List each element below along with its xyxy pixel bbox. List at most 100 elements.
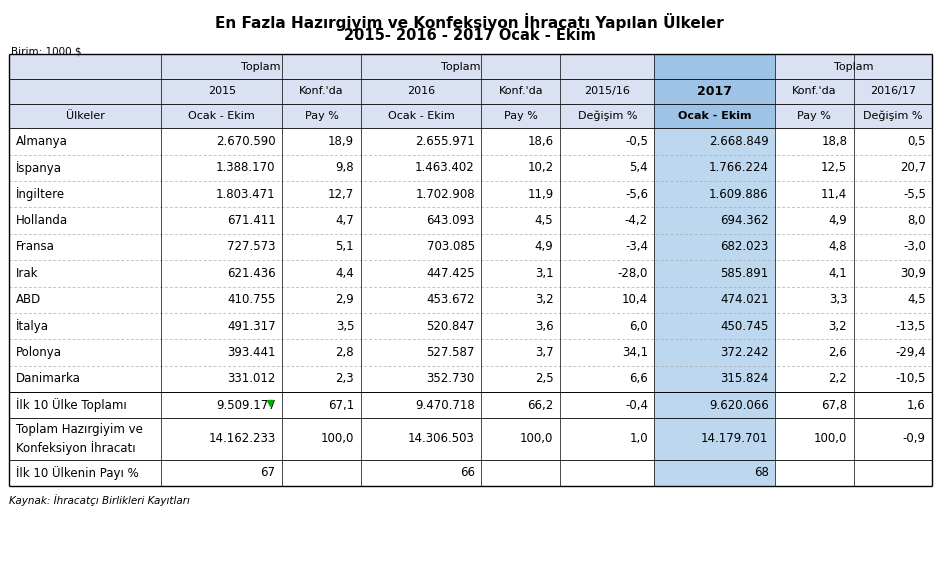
Text: Değişim %: Değişim % [863, 111, 923, 121]
Text: İtalya: İtalya [16, 319, 49, 333]
Text: -3,4: -3,4 [624, 241, 648, 253]
Text: 2,2: 2,2 [828, 372, 847, 385]
Text: 8,0: 8,0 [907, 214, 926, 227]
Text: 2,5: 2,5 [535, 372, 553, 385]
Text: Toplam Hazırgiyim ve
Konfeksiyon İhracatı: Toplam Hazırgiyim ve Konfeksiyon İhracat… [16, 423, 143, 455]
Text: İspanya: İspanya [16, 161, 62, 175]
Bar [654, 418, 775, 460]
Text: 18,9: 18,9 [328, 135, 354, 148]
Text: 3,1: 3,1 [535, 267, 553, 280]
Text: 3,5: 3,5 [336, 320, 354, 332]
Bar [9, 260, 932, 286]
Text: 100,0: 100,0 [814, 433, 847, 445]
Text: 9.509.177: 9.509.177 [216, 399, 275, 411]
Text: İlk 10 Ülkenin Payı %: İlk 10 Ülkenin Payı % [16, 466, 139, 480]
Text: 727.573: 727.573 [227, 241, 275, 253]
Text: 4,7: 4,7 [335, 214, 354, 227]
Text: 4,4: 4,4 [335, 267, 354, 280]
Text: 10,2: 10,2 [528, 162, 553, 174]
Text: 2015: 2015 [208, 87, 236, 96]
Text: Değişim %: Değişim % [577, 111, 637, 121]
Bar [9, 54, 932, 79]
Text: 1,6: 1,6 [907, 399, 926, 411]
Bar [9, 339, 932, 366]
Text: En Fazla Hazırgiyim ve Konfeksiyon İhracatı Yapılan Ülkeler: En Fazla Hazırgiyim ve Konfeksiyon İhrac… [215, 13, 724, 30]
Text: -5,5: -5,5 [903, 188, 926, 201]
Bar [9, 104, 932, 128]
Text: 4,9: 4,9 [828, 214, 847, 227]
Text: 315.824: 315.824 [720, 372, 768, 385]
Text: 2.655.971: 2.655.971 [415, 135, 475, 148]
Bar [9, 155, 932, 181]
Text: 2,8: 2,8 [335, 346, 354, 359]
Text: 585.891: 585.891 [720, 267, 768, 280]
Text: 11,9: 11,9 [527, 188, 553, 201]
Text: Danimarka: Danimarka [16, 372, 81, 385]
Bar [9, 79, 932, 104]
Text: 2015/16: 2015/16 [584, 87, 630, 96]
Text: 621.436: 621.436 [227, 267, 275, 280]
Bar [9, 313, 932, 339]
Text: 3,3: 3,3 [829, 293, 847, 306]
Bar [654, 207, 775, 234]
Text: 1.609.886: 1.609.886 [709, 188, 768, 201]
Text: 2,3: 2,3 [335, 372, 354, 385]
Text: 14.179.701: 14.179.701 [701, 433, 768, 445]
Text: 3,2: 3,2 [535, 293, 553, 306]
Text: 0,5: 0,5 [907, 135, 926, 148]
Text: 1.702.908: 1.702.908 [415, 188, 475, 201]
Text: 5,1: 5,1 [335, 241, 354, 253]
Bar [654, 260, 775, 286]
Text: 450.745: 450.745 [720, 320, 768, 332]
Bar [9, 366, 932, 392]
Bar [654, 128, 775, 155]
Text: 410.755: 410.755 [227, 293, 275, 306]
Text: ABD: ABD [16, 293, 41, 306]
Bar [9, 418, 932, 460]
Text: 1.388.170: 1.388.170 [216, 162, 275, 174]
Text: -0,5: -0,5 [625, 135, 648, 148]
Text: Birim: 1000 $: Birim: 1000 $ [11, 47, 82, 57]
Text: 100,0: 100,0 [321, 433, 354, 445]
Text: 18,8: 18,8 [822, 135, 847, 148]
Text: 453.672: 453.672 [426, 293, 475, 306]
Text: -0,4: -0,4 [624, 399, 648, 411]
Bar [654, 54, 775, 79]
Text: 9.470.718: 9.470.718 [415, 399, 475, 411]
Bar [9, 392, 932, 418]
Text: 2,6: 2,6 [828, 346, 847, 359]
Text: Konf.'da: Konf.'da [793, 87, 837, 96]
Text: 2015- 2016 - 2017 Ocak - Ekim: 2015- 2016 - 2017 Ocak - Ekim [344, 28, 595, 42]
Text: 14.306.503: 14.306.503 [408, 433, 475, 445]
Text: 2.668.849: 2.668.849 [709, 135, 768, 148]
Text: 20,7: 20,7 [900, 162, 926, 174]
Text: Ocak - Ekim: Ocak - Ekim [678, 111, 751, 121]
Text: -0,9: -0,9 [903, 433, 926, 445]
Text: Hollanda: Hollanda [16, 214, 69, 227]
Text: Kaynak: İhracatçı Birlikleri Kayıtları: Kaynak: İhracatçı Birlikleri Kayıtları [9, 494, 191, 507]
Bar [9, 181, 932, 207]
Bar [9, 460, 932, 486]
Bar [654, 79, 775, 104]
Text: Irak: Irak [16, 267, 38, 280]
Text: 1.803.471: 1.803.471 [216, 188, 275, 201]
Bar [654, 313, 775, 339]
Text: 682.023: 682.023 [720, 241, 768, 253]
Text: 1,0: 1,0 [629, 433, 648, 445]
Text: Pay %: Pay % [504, 111, 538, 121]
Text: 30,9: 30,9 [900, 267, 926, 280]
Text: 3,7: 3,7 [535, 346, 553, 359]
Text: 100,0: 100,0 [520, 433, 553, 445]
Text: 67: 67 [260, 466, 275, 479]
Text: Toplam: Toplam [241, 62, 281, 72]
Text: Pay %: Pay % [304, 111, 338, 121]
Text: Ocak - Ekim: Ocak - Ekim [388, 111, 454, 121]
Text: 643.093: 643.093 [426, 214, 475, 227]
Text: 67,1: 67,1 [328, 399, 354, 411]
Bar [654, 286, 775, 313]
Text: 2016: 2016 [407, 87, 435, 96]
Text: -28,0: -28,0 [618, 267, 648, 280]
Text: 9,8: 9,8 [335, 162, 354, 174]
Text: 2017: 2017 [698, 85, 732, 98]
Text: 520.847: 520.847 [426, 320, 475, 332]
